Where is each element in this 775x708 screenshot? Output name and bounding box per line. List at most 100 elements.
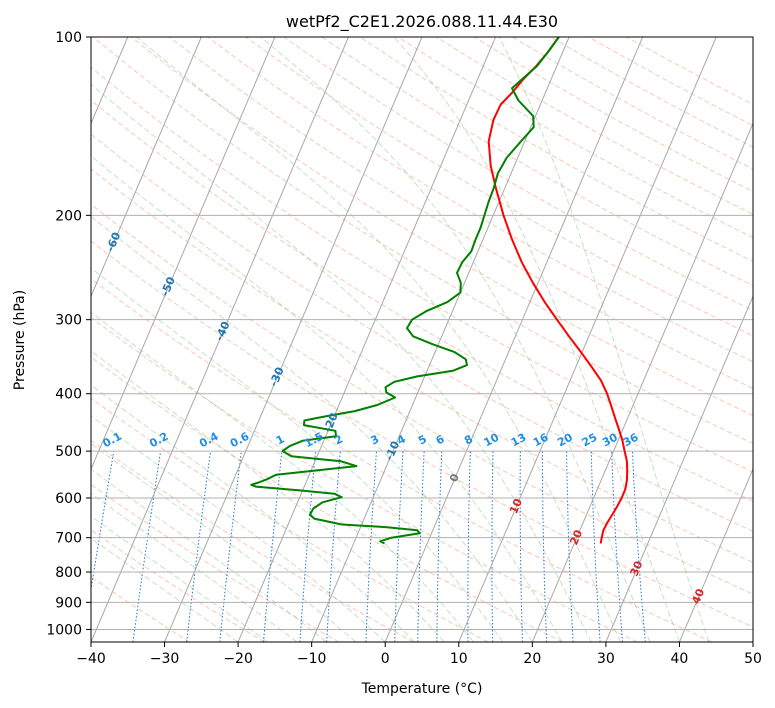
moist-adiabat [91,415,386,642]
x-tick-label: 30 [597,651,615,667]
mixing-ratio-label: 10 [482,431,502,450]
dry-adiabat [91,397,489,642]
dry-adiabat [91,240,753,628]
moist-adiabat [136,37,622,642]
mixing-ratio-line [611,451,624,642]
dry-adiabat [91,203,753,595]
dry-adiabat [283,37,753,312]
dry-adiabat [91,483,340,642]
mixing-ratio-lines [91,451,646,642]
mixing-ratio-line [394,451,404,642]
mixing-ratio-line [566,451,574,642]
y-tick-label: 500 [55,444,82,460]
x-tick-label: −20 [223,651,253,667]
moist-adiabat [498,37,710,642]
mixing-ratio-label: 36 [621,431,641,450]
y-tick-label: 400 [55,387,82,403]
isotherm [678,467,753,642]
isotherm [605,295,753,642]
moist-adiabat [91,83,592,642]
plot-area: -100-90-80-70-60-50-40-30-20-10010203040… [91,37,753,642]
dry-adiabat [91,529,265,642]
mixing-ratio-label: 0.6 [228,430,252,451]
dry-adiabats [91,37,753,642]
y-axis-ticks: 100 200 300 400 500 600 700 800 900 1000 [46,30,91,638]
mixing-ratio-line [186,451,211,642]
moist-adiabat [91,468,327,642]
dry-adiabat [91,133,753,533]
mixing-ratio-label: 30 [600,431,620,450]
y-tick-label: 1000 [46,622,82,638]
isotherm-label: -50 [158,275,178,299]
x-tick-label: 20 [523,651,541,667]
isotherm [91,37,202,298]
moist-adiabats [91,37,710,642]
y-tick-label: 900 [55,595,82,611]
dry-adiabat [207,37,753,363]
y-tick-label: 800 [55,565,82,581]
isotherm [311,37,570,642]
isotherm-label: 30 [628,559,646,578]
dry-adiabat [169,37,753,389]
x-tick-label: 40 [671,651,689,667]
y-axis-label: Pressure (hPa) [12,290,28,390]
dry-adiabat [131,37,753,417]
isotherm [237,37,497,642]
moist-adiabat [393,37,680,642]
mixing-ratio-line [365,451,377,642]
isotherms [91,37,753,642]
dry-adiabat [435,37,753,215]
mixing-ratio-line [219,451,242,642]
x-axis-ticks: −40 −30 −20 −10 0 10 20 30 40 50 [76,642,762,667]
y-tick-label: 200 [55,208,82,224]
dry-adiabat [550,37,753,148]
moist-adiabat [260,37,651,642]
isotherm-label: -60 [104,230,124,254]
isotherm [91,37,276,471]
temperature-profile [487,37,629,544]
mixing-ratio-line [519,451,523,642]
mixing-ratio-label: 6 [434,432,447,447]
isotherm [458,37,717,642]
y-tick-label: 100 [55,30,82,46]
dry-adiabat [91,99,753,502]
moist-adiabat [91,215,533,642]
mixing-ratio-line [299,451,317,642]
mixing-ratio-label: 1.5 [302,430,325,451]
moist-adiabat [91,443,357,642]
isotherm-label: 40 [689,586,707,605]
x-tick-label: −30 [150,651,180,667]
mixing-ratio-label: 5 [416,432,429,447]
mixing-ratio-line [590,451,601,642]
profiles [250,37,629,545]
isotherm [91,37,349,642]
isotherm [752,640,753,642]
mixing-ratio-line [436,451,443,642]
mixing-ratio-label: 13 [509,431,529,450]
dry-adiabat [588,37,753,127]
plot-frame [90,36,754,643]
mixing-ratio-label: 0.2 [147,430,170,451]
dry-adiabat [91,356,563,642]
mixing-ratio-line [91,451,115,593]
dry-adiabat [91,168,753,563]
x-tick-label: 50 [744,651,762,667]
mixing-ratio-line [541,451,548,642]
y-tick-label: 300 [55,313,82,329]
y-tick-label: 600 [55,491,82,507]
mixing-ratio-label: 16 [531,431,551,450]
moist-adiabat [91,537,239,642]
mixing-ratio-label: 25 [580,431,600,450]
moist-adiabat [91,350,445,642]
mixing-ratio-label: 0.1 [101,430,124,451]
mixing-ratio-label: 0.4 [197,430,221,451]
dry-adiabat [91,440,414,642]
mixing-ratio-label: 20 [555,431,575,450]
dewpoint-profile [250,37,560,545]
dry-adiabat [92,37,753,445]
dry-adiabat [91,278,713,642]
x-tick-label: −40 [76,651,106,667]
x-tick-label: 10 [450,651,468,667]
moist-adiabat [91,311,474,642]
